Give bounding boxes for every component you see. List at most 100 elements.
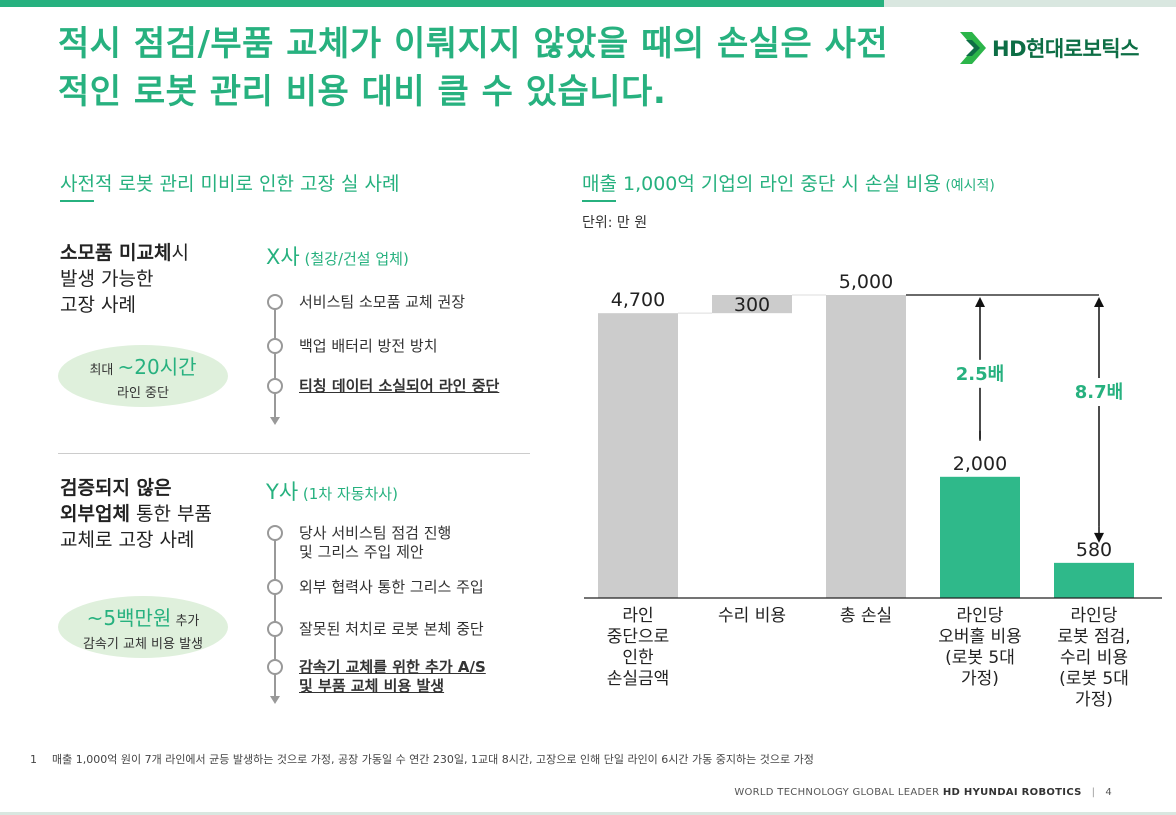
right-title-underline — [582, 200, 616, 202]
case2-step-text: 감속기 교체를 위한 추가 A/S — [299, 658, 486, 676]
case1-step: 백업 배터리 방전 방치 — [265, 337, 525, 356]
case1-badge-label: 라인 중단 — [117, 386, 169, 401]
logo-text: HD현대로보틱스 — [992, 37, 1139, 61]
left-title-underline — [60, 200, 94, 202]
left-section-title: 사전적 로봇 관리 미비로 인한 고장 실 사례 — [60, 173, 400, 195]
chart-value-label: 300 — [734, 294, 770, 316]
case2-step: 감속기 교체를 위한 추가 A/S 및 부품 교체 비용 발생 — [265, 658, 525, 696]
company-logo: HD현대로보틱스 — [960, 32, 1139, 64]
chart-category-label-line: 수리 비용 — [1060, 648, 1128, 668]
chart-category-label: 수리 비용 — [697, 606, 807, 627]
case1-company: X사 (철강/건설 업체) — [266, 241, 409, 271]
case2-badge-suffix: 추가 — [171, 614, 200, 629]
top-accent-bar-gray — [884, 0, 1176, 7]
case1-company-name: X사 — [266, 245, 300, 269]
chart-annotation-label: 2.5배 — [956, 364, 1004, 385]
chart-category-label-line: 수리 비용 — [718, 606, 786, 626]
chart-category-label-line: (로봇 5대 — [945, 648, 1015, 668]
case2-step: 외부 협력사 통한 그리스 주입 — [265, 578, 525, 597]
chart-bar — [712, 295, 792, 314]
timeline-dot-icon — [267, 525, 283, 541]
chart-category-label-line: 라인당 — [956, 606, 1004, 626]
timeline-dot-icon — [267, 294, 283, 310]
case2-step: 잘못된 처치로 로봇 본체 중단 — [265, 620, 525, 639]
case1-desc-line2: 발생 가능한 — [60, 268, 154, 290]
timeline-dot-icon — [267, 659, 283, 675]
chart-category-label-line: 인한 — [622, 648, 654, 668]
chart-category-label-line: 총 손실 — [839, 606, 893, 626]
footer-tagline: WORLD TECHNOLOGY GLOBAL LEADER — [734, 787, 943, 798]
chart-value-label: 2,000 — [953, 453, 1007, 475]
footer-separator: | — [1091, 787, 1096, 798]
chart-bar — [598, 313, 678, 598]
case2-step-text-2: 및 그리스 주입 제안 — [299, 543, 424, 561]
case1-company-type: (철강/건설 업체) — [299, 250, 409, 268]
footnote: 1 매출 1,000억 원이 7개 라인에서 균등 발생하는 것으로 가정, 공장… — [30, 751, 814, 767]
case2-desc-line3: 교체로 고장 사례 — [60, 529, 195, 551]
case2-badge-value: ~5백만원 — [86, 606, 172, 630]
case1-step: 티칭 데이터 소실되어 라인 중단 — [265, 377, 525, 396]
case1-desc-bold: 소모품 미교체 — [60, 242, 172, 264]
annotation-label-bg — [1071, 378, 1127, 407]
chart-bar — [826, 295, 906, 598]
arrow-up-icon — [975, 297, 985, 307]
case2-badge-label: 감속기 교체 비용 발생 — [82, 637, 204, 652]
case2-desc-bold1: 검증되지 않은 — [60, 477, 172, 499]
case2-step-text: 잘못된 처치로 로봇 본체 중단 — [299, 620, 484, 638]
chart-title: 매출 1,000억 기업의 라인 중단 시 손실 비용 — [582, 173, 941, 195]
chart-category-label: 라인당 로봇 점검, 수리 비용 (로봇 5대 가정) — [1039, 606, 1149, 711]
chart-value-label: 5,000 — [839, 271, 893, 293]
timeline-dot-icon — [267, 338, 283, 354]
case2-desc-bold2: 외부업체 — [60, 503, 130, 525]
timeline-arrow-icon — [270, 696, 280, 704]
timeline-line — [274, 526, 276, 696]
case2-company-name: Y사 — [266, 480, 299, 504]
chart-category-label: 라인당 오버홀 비용 (로봇 5대 가정) — [925, 606, 1035, 690]
chart-category-label-line: 가정) — [961, 669, 999, 689]
case1-description: 소모품 미교체시 발생 가능한 고장 사례 — [60, 240, 189, 318]
chart-category-label-line: 오버홀 비용 — [938, 627, 1022, 647]
bottom-rule — [0, 812, 1176, 815]
chart-category-label-line: 가정) — [1075, 690, 1113, 710]
timeline-dot-icon — [267, 378, 283, 394]
chart-value-label: 4,700 — [611, 289, 665, 311]
chart-category-label-line: 로봇 점검, — [1057, 627, 1131, 647]
chart-unit-label: 단위: 만 원 — [582, 215, 648, 231]
chart-category-label-line: (로봇 5대 — [1059, 669, 1129, 689]
case2-desc-rest: 통한 부품 — [129, 503, 212, 525]
chart-bar — [1054, 562, 1134, 598]
page-number: 4 — [1105, 787, 1112, 798]
chart-category-label: 총 손실 — [811, 606, 921, 627]
loss-waterfall-chart: 4,700 300 5,000 2,000 580 2.5배 8.7배 — [584, 271, 1162, 599]
case1-step-text: 티칭 데이터 소실되어 라인 중단 — [299, 377, 500, 395]
case2-description: 검증되지 않은 외부업체 통한 부품 교체로 고장 사례 — [60, 475, 212, 553]
case2-step: 당사 서비스팀 점검 진행 및 그리스 주입 제안 — [265, 524, 525, 562]
page-footer: WORLD TECHNOLOGY GLOBAL LEADER HD HYUNDA… — [734, 787, 1112, 798]
timeline-line — [274, 295, 276, 417]
page-headline: 적시 점검/부품 교체가 이뤄지지 않았을 때의 손실은 사전적인 로봇 관리 … — [58, 24, 889, 112]
case2-step-text-2: 및 부품 교체 비용 발생 — [299, 677, 445, 695]
case1-step-text: 서비스팀 소모품 교체 권장 — [299, 293, 466, 311]
case1-step-text: 백업 배터리 방전 방치 — [299, 337, 438, 355]
top-accent-bar — [0, 0, 884, 7]
arrow-down-icon — [1094, 532, 1104, 543]
case1-badge-value: ~20시간 — [117, 355, 197, 379]
annotation-label-bg — [952, 359, 1008, 388]
case1-desc-line3: 고장 사례 — [60, 294, 136, 316]
footer-brand: HD HYUNDAI ROBOTICS — [942, 787, 1082, 798]
footnote-number: 1 — [30, 753, 37, 766]
case2-impact-badge: ~5백만원 추가 감속기 교체 비용 발생 — [58, 596, 228, 658]
logo-mark-icon — [960, 32, 986, 64]
chart-category-label-line: 중단으로 — [606, 627, 670, 647]
timeline-dot-icon — [267, 579, 283, 595]
case2-company: Y사 (1차 자동차사) — [266, 476, 398, 506]
timeline-dot-icon — [267, 621, 283, 637]
arrow-up-icon — [1094, 297, 1104, 307]
chart-title-note: (예시적) — [940, 178, 995, 194]
case2-step-text: 당사 서비스팀 점검 진행 — [299, 524, 452, 542]
case2-step-text: 외부 협력사 통한 그리스 주입 — [299, 578, 484, 596]
case1-step: 서비스팀 소모품 교체 권장 — [265, 293, 525, 312]
right-section-title: 매출 1,000억 기업의 라인 중단 시 손실 비용 (예시적) — [582, 169, 995, 196]
chart-category-label-line: 라인 — [622, 606, 654, 626]
case2-company-type: (1차 자동차사) — [298, 485, 398, 503]
